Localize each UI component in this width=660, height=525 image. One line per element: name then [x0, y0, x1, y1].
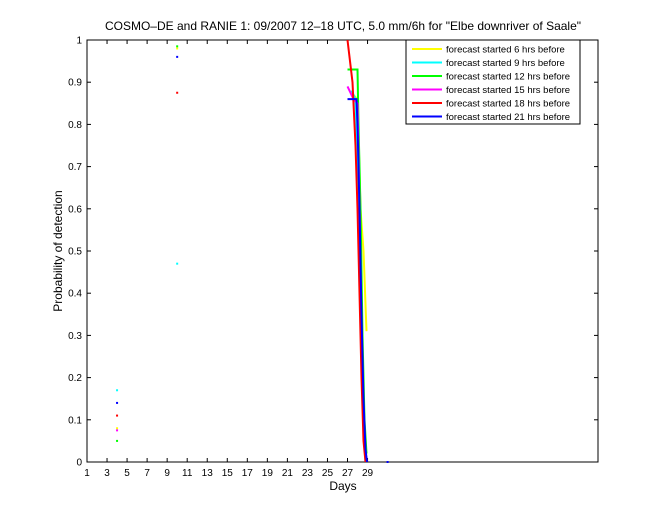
x-tick-label: 11	[182, 468, 193, 479]
x-tick-label: 17	[242, 468, 254, 479]
legend-label-5: forecast started 18 hrs before	[446, 99, 570, 110]
plot-area: 1 3 5 7 9 11 13 15 17 19 21 23 25 27 2900.10.20.30.40.…	[68, 36, 599, 479]
x-tick-label: 3	[104, 468, 110, 479]
series-line-5	[346, 40, 367, 462]
legend-label-1: forecast started 6 hrs before	[446, 45, 565, 56]
y-axis-label: Probability of detection	[51, 190, 65, 311]
legend-label-4: forecast started 15 hrs before	[446, 85, 570, 96]
y-tick-label: 0.1	[68, 415, 82, 426]
y-tick-label: 0.3	[68, 331, 82, 342]
x-tick-label: 19	[262, 468, 274, 479]
x-tick-label: 9	[164, 468, 170, 479]
x-tick-label: 23	[302, 468, 314, 479]
x-tick-label: 1	[84, 468, 90, 479]
data-point-series-4	[116, 429, 119, 432]
x-tick-label: 13	[202, 468, 214, 479]
x-tick-label: 15	[222, 468, 234, 479]
data-point-series-3	[176, 45, 179, 48]
y-tick-label: 0.7	[68, 162, 82, 173]
x-tick-label: 7	[144, 468, 150, 479]
chart-title: COSMO–DE and RANIE 1: 09/2007 12–18 UTC,…	[105, 19, 581, 33]
data-point-series-1	[116, 427, 119, 430]
y-tick-label: 0.2	[68, 373, 82, 384]
legend-label-2: forecast started 9 hrs before	[446, 58, 565, 69]
data-point-series-2	[176, 262, 179, 265]
data-point-series-5	[176, 91, 179, 94]
y-tick-label: 0.9	[68, 78, 82, 89]
legend-label-3: forecast started 12 hrs before	[446, 72, 570, 83]
data-point-series-5	[116, 414, 119, 417]
data-point-series-1	[176, 47, 179, 50]
series-line-6	[347, 98, 368, 462]
data-point-series-3	[116, 439, 119, 442]
x-tick-label: 21	[282, 468, 294, 479]
data-point-series-6	[116, 401, 119, 404]
y-tick-label: 0.5	[68, 247, 82, 258]
x-tick-label: 27	[342, 468, 354, 479]
data-point-series-6	[386, 461, 389, 463]
y-tick-label: 0.4	[68, 289, 82, 300]
x-tick-label: 25	[322, 468, 334, 479]
y-tick-label: 1	[76, 36, 82, 47]
data-point-series-2	[116, 389, 119, 392]
y-tick-label: 0.6	[68, 204, 82, 215]
y-tick-label: 0	[76, 458, 82, 469]
x-tick-label: 5	[124, 468, 130, 479]
data-point-series-6	[176, 55, 179, 58]
x-axis-label: Days	[329, 479, 356, 493]
x-tick-label: 29	[362, 468, 374, 479]
legend-box	[405, 39, 581, 125]
legend-label-6: forecast started 21 hrs before	[446, 112, 570, 123]
y-tick-label: 0.8	[68, 120, 82, 131]
